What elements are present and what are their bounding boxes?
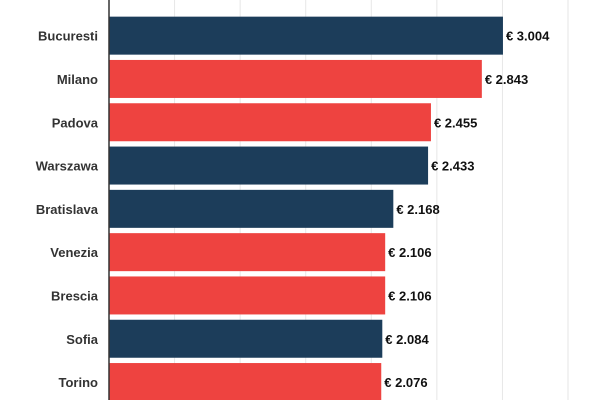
bars-layer [109, 16, 503, 400]
category-label: Padova [52, 115, 99, 130]
bar-bratislava [109, 189, 394, 228]
value-label: € 2.168 [396, 202, 439, 217]
category-label: Sofia [66, 332, 99, 347]
value-label: € 2.084 [385, 332, 429, 347]
category-label: Warszawa [36, 159, 99, 174]
value-label: € 2.106 [388, 245, 431, 260]
category-label: Brescia [51, 288, 99, 303]
value-label: € 2.843 [485, 72, 528, 87]
value-label: € 2.076 [384, 375, 427, 390]
value-label: € 2.433 [431, 159, 474, 174]
bar-sofia [109, 319, 383, 358]
bar-warszawa [109, 146, 429, 185]
labels-layer: Bucuresti € 3.004 Milano € 2.843 Padova € 2.4… [36, 29, 550, 390]
value-label: € 3.004 [506, 29, 550, 44]
bar-milano [109, 59, 482, 98]
category-label: Milano [57, 72, 98, 87]
value-label: € 2.106 [388, 288, 431, 303]
bar-padova [109, 103, 431, 142]
category-label: Torino [59, 375, 99, 390]
bar-venezia [109, 233, 386, 272]
category-label: Bratislava [36, 202, 99, 217]
bar-torino [109, 363, 382, 400]
category-label: Venezia [50, 245, 98, 260]
value-label: € 2.455 [434, 115, 477, 130]
bar-brescia [109, 276, 386, 315]
category-label: Bucuresti [38, 29, 98, 44]
bar-bucuresti [109, 16, 503, 55]
